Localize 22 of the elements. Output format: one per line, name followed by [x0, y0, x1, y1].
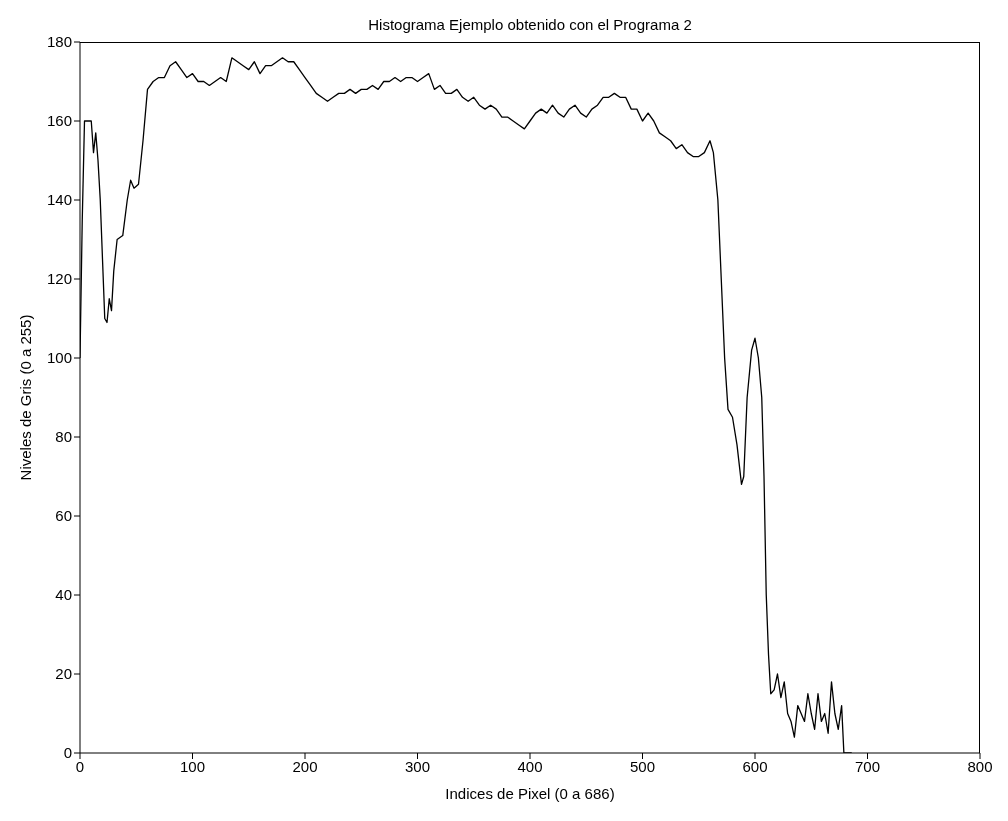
y-tick-label: 60: [55, 507, 72, 525]
x-tick-label: 700: [854, 757, 881, 775]
y-tick-label: 180: [46, 33, 72, 51]
x-tick-label: 500: [629, 757, 656, 775]
x-tick-label: 0: [75, 757, 85, 775]
x-axis-title: Indices de Pixel (0 a 686): [445, 785, 615, 802]
y-tick-label: 40: [55, 586, 72, 604]
x-tick-label: 400: [517, 757, 543, 775]
chart-title: Histograma Ejemplo obtenido con el Programa 2: [367, 16, 693, 33]
x-tick-label: 300: [404, 757, 431, 775]
y-tick-label: 140: [46, 191, 72, 209]
x-tick-label: 600: [742, 757, 768, 775]
x-tick-label: 800: [967, 757, 993, 775]
y-tick-label: 120: [46, 270, 72, 288]
x-tick-label: 100: [179, 757, 206, 775]
y-tick-label: 100: [46, 349, 72, 367]
y-axis-title: Niveles de Gris (0 a 255): [17, 314, 35, 481]
y-tick-label: 160: [46, 112, 72, 130]
y-tick-label: 20: [55, 665, 72, 683]
x-tick-label: 200: [292, 757, 318, 775]
y-tick-label: 80: [55, 428, 72, 446]
y-tick-label: 0: [63, 744, 72, 762]
